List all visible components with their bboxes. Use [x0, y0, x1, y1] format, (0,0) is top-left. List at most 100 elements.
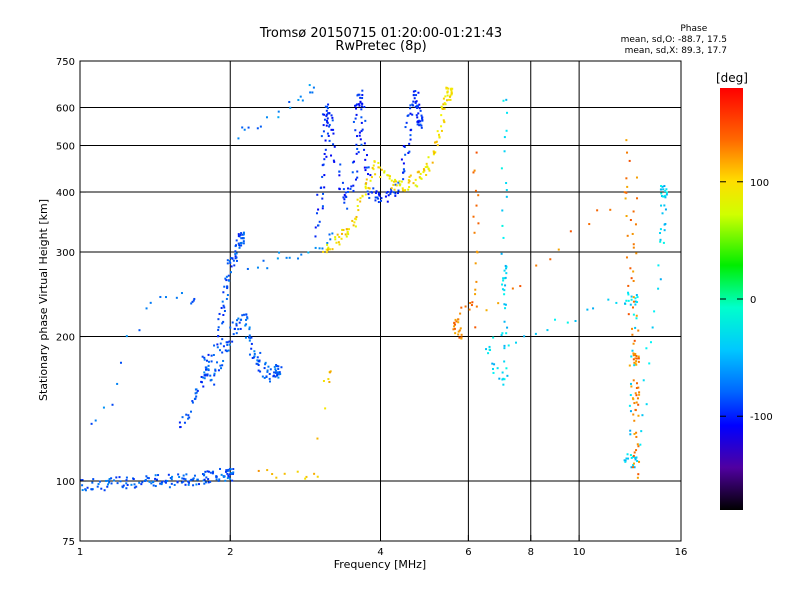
x-axis-label: Frequency [MHz] — [334, 558, 426, 571]
data-point — [402, 178, 405, 181]
data-point — [338, 235, 341, 238]
data-point — [215, 478, 218, 481]
data-point — [365, 182, 368, 185]
data-point — [200, 380, 203, 383]
data-point — [213, 372, 216, 375]
data-point — [346, 190, 349, 193]
data-point — [394, 183, 397, 186]
data-point — [501, 332, 504, 335]
data-point — [213, 374, 216, 377]
data-point — [326, 112, 329, 115]
data-point — [370, 191, 373, 194]
data-point — [317, 208, 320, 211]
data-point — [664, 190, 667, 193]
data-point — [400, 158, 403, 161]
data-point — [389, 191, 392, 194]
data-point — [353, 221, 356, 224]
data-point — [458, 336, 461, 339]
data-point — [392, 183, 395, 186]
y-tick-label: 200 — [56, 333, 75, 344]
data-point — [336, 233, 339, 236]
data-point — [126, 483, 129, 486]
data-point — [660, 188, 663, 191]
data-point — [285, 256, 288, 259]
data-point — [209, 374, 212, 377]
data-point — [91, 488, 94, 491]
data-point — [629, 454, 632, 457]
data-point — [338, 170, 341, 173]
data-point — [328, 123, 331, 126]
data-point — [338, 243, 341, 246]
data-point — [342, 229, 345, 232]
data-point — [241, 314, 244, 317]
data-point — [425, 162, 428, 165]
data-point — [417, 170, 420, 173]
data-point — [485, 309, 488, 312]
data-point — [506, 326, 509, 329]
data-point — [372, 187, 375, 190]
data-point — [632, 270, 635, 273]
data-point — [228, 467, 231, 470]
data-point — [407, 181, 410, 184]
data-point — [321, 207, 324, 210]
data-point — [354, 178, 357, 181]
data-point — [449, 94, 452, 97]
data-point — [457, 330, 460, 333]
data-point — [378, 194, 381, 197]
data-point — [321, 197, 324, 200]
data-point — [419, 123, 422, 126]
y-tick-label: 300 — [56, 248, 75, 259]
data-point — [637, 414, 640, 417]
data-point — [649, 341, 652, 344]
data-point — [449, 98, 452, 101]
data-point — [631, 232, 634, 235]
data-point — [421, 118, 424, 121]
data-point — [412, 182, 415, 185]
data-point — [440, 114, 443, 117]
data-point — [635, 354, 638, 357]
data-point — [380, 199, 383, 202]
data-point — [376, 196, 379, 199]
data-point — [409, 174, 412, 177]
data-point — [354, 225, 357, 228]
data-point — [230, 265, 233, 268]
data-point — [632, 243, 635, 246]
data-point — [326, 107, 329, 110]
data-point — [368, 196, 371, 199]
data-point — [471, 301, 474, 304]
data-point — [503, 136, 506, 139]
data-point — [352, 189, 355, 192]
data-point — [634, 223, 637, 226]
data-point — [645, 347, 648, 350]
data-point — [626, 234, 629, 237]
data-point — [409, 129, 412, 132]
data-point — [634, 456, 637, 459]
data-point — [207, 470, 210, 473]
data-point — [248, 339, 251, 342]
data-point — [322, 192, 325, 195]
data-point — [247, 126, 250, 129]
data-point — [460, 306, 463, 309]
data-point — [503, 360, 506, 363]
data-point — [307, 251, 310, 254]
data-point — [397, 189, 400, 192]
data-point — [354, 129, 357, 132]
data-point — [624, 459, 627, 462]
data-point — [318, 247, 321, 250]
data-point — [459, 312, 462, 315]
data-point — [634, 392, 637, 395]
data-point — [259, 370, 262, 373]
data-point — [250, 342, 253, 345]
data-point — [443, 121, 446, 124]
data-point — [635, 456, 638, 459]
data-point — [125, 482, 128, 485]
x-tick-label: 6 — [465, 547, 471, 558]
data-point — [221, 300, 224, 303]
data-point — [301, 99, 304, 102]
data-point — [477, 194, 480, 197]
data-point — [496, 367, 499, 370]
data-point — [222, 304, 225, 307]
data-point — [198, 483, 201, 486]
data-point — [234, 255, 237, 258]
